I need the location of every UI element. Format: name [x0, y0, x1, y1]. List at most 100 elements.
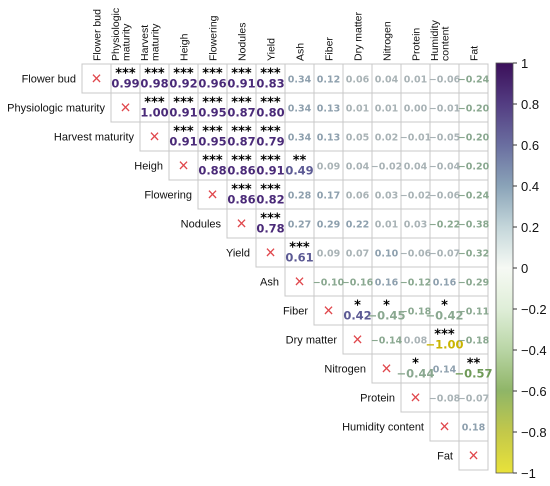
cell-value: 0.34 [288, 75, 312, 86]
cell-value: 0.27 [288, 220, 311, 231]
cell-value: 0.34 [288, 104, 312, 115]
cell-value: 0.34 [288, 133, 312, 144]
cell-value: 0.07 [346, 249, 369, 260]
cell-value: −0.16 [342, 278, 374, 289]
diagonal-marker: × [410, 388, 421, 408]
cell-value: −0.24 [458, 75, 490, 86]
cell-value: −0.18 [458, 336, 490, 347]
cell-value: −0.07 [429, 249, 460, 260]
diagonal-marker: × [207, 185, 218, 205]
cell-value: 0.10 [375, 249, 399, 260]
cell-value: 0.06 [346, 75, 370, 86]
significance-stars: *** [173, 67, 194, 82]
column-label: Fiber [324, 37, 336, 61]
cell-value: 0.61 [285, 251, 313, 265]
cell-value: 0.04 [404, 162, 428, 173]
colorbar-tick-label: −0.4 [521, 343, 547, 358]
colorbar-tick-label: −1 [521, 466, 536, 481]
cell-value: 1.00 [140, 106, 168, 120]
cell-value: −0.20 [458, 133, 490, 144]
cell-value: 0.04 [375, 75, 399, 86]
significance-stars: *** [260, 183, 281, 198]
cell-value: 0.01 [346, 104, 369, 115]
column-label: Protein [411, 28, 423, 61]
cell-value: 0.80 [256, 106, 284, 120]
cell-value: 0.92 [169, 77, 197, 91]
cell-value: 0.29 [317, 220, 340, 231]
row-label: Humidity content [342, 422, 424, 434]
cell-value: 0.13 [317, 133, 340, 144]
cell-value: 0.22 [346, 220, 369, 231]
cell-value: −0.29 [458, 278, 489, 289]
row-label: Fiber [283, 306, 308, 318]
column-label: maturity [121, 23, 133, 61]
cell-value: −0.06 [400, 249, 432, 260]
cell-value: −0.38 [458, 220, 490, 231]
cell-value: 0.28 [288, 191, 312, 202]
diagonal-marker: × [468, 446, 479, 466]
diagonal-marker: × [236, 214, 247, 234]
significance-stars: *** [289, 241, 310, 256]
colorbar-gradient [495, 62, 514, 474]
significance-stars: *** [434, 328, 455, 343]
row-label: Flower bud [22, 74, 76, 86]
cell-value: 0.14 [433, 365, 457, 376]
colorbar-tick-label: 0.2 [521, 220, 539, 235]
diagonal-marker: × [381, 359, 392, 379]
cell-value: 0.91 [256, 164, 284, 178]
cell-value: 0.98 [140, 77, 168, 91]
cell-value: 0.83 [256, 77, 284, 91]
cell-value: −0.42 [425, 309, 463, 323]
cell-value: 0.01 [404, 75, 427, 86]
row-label: Ash [260, 277, 279, 289]
cell-value: 0.87 [227, 106, 255, 120]
colorbar: 1 0.8 0.6 0.4 0.2 0 −0.2 −0.4 −0.6 −0.8 −1 [495, 56, 547, 481]
row-label: Harvest maturity [54, 132, 135, 144]
colorbar-tick-label: 0.6 [521, 138, 539, 153]
row-label: Flowering [144, 190, 192, 202]
cell-value: 0.91 [227, 77, 255, 91]
cell-value: 0.86 [227, 193, 255, 207]
heatmap-grid: ××××××××××××××0.99***0.98***0.92***0.96*… [81, 63, 493, 471]
cell-value: −0.05 [429, 133, 460, 144]
column-label: Humidity [429, 19, 441, 61]
cell-value: 0.00 [404, 104, 428, 115]
row-label: Physiologic maturity [7, 103, 105, 115]
column-label: Fat [469, 46, 481, 61]
cell-value: 0.09 [317, 162, 340, 173]
column-label: Yield [266, 38, 278, 61]
row-labels: Flower bud Physiologic maturity Harvest ma… [7, 74, 453, 463]
colorbar-tick-label: −0.2 [521, 302, 547, 317]
row-label: Nitrogen [324, 364, 366, 376]
cell-value: 0.91 [169, 135, 197, 149]
significance-stars: *** [173, 96, 194, 111]
diagonal-marker: × [91, 69, 102, 89]
diagonal-marker: × [265, 243, 276, 263]
cell-value: −0.32 [458, 249, 489, 260]
significance-stars: *** [115, 67, 136, 82]
cell-value: −0.02 [371, 162, 402, 173]
significance-stars: *** [202, 154, 223, 169]
significance-stars: *** [202, 96, 223, 111]
row-label: Dry matter [286, 335, 338, 347]
significance-stars: *** [260, 154, 281, 169]
cell-value: 0.06 [346, 191, 370, 202]
colorbar-tick-label: 1 [521, 56, 528, 71]
cell-value: 0.16 [433, 278, 457, 289]
cell-value: −0.18 [400, 307, 432, 318]
column-label: Nodules [237, 22, 249, 61]
row-label: Protein [360, 393, 395, 405]
cell-value: −0.11 [458, 307, 489, 318]
significance-stars: *** [231, 183, 252, 198]
cell-value: −0.08 [429, 394, 461, 405]
cell-value: 0.03 [404, 220, 427, 231]
cell-value: −0.02 [400, 191, 431, 202]
cell-value: 0.03 [375, 191, 398, 202]
cell-value: 0.91 [169, 106, 197, 120]
cell-value: −0.24 [458, 191, 490, 202]
cell-value: 0.05 [346, 133, 369, 144]
cell-value: −0.07 [458, 394, 489, 405]
cell-value: 0.01 [375, 104, 398, 115]
